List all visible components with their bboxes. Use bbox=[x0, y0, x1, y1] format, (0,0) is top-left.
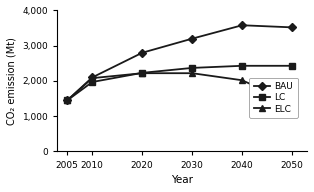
Line: LC: LC bbox=[64, 63, 295, 103]
BAU bbox=[140, 52, 144, 54]
LC bbox=[140, 72, 144, 74]
X-axis label: Year: Year bbox=[171, 175, 193, 185]
LC bbox=[240, 65, 244, 67]
LC bbox=[290, 65, 294, 67]
Legend: BAU, LC, ELC: BAU, LC, ELC bbox=[249, 78, 298, 118]
Line: BAU: BAU bbox=[64, 22, 295, 103]
Line: ELC: ELC bbox=[64, 70, 295, 106]
LC bbox=[190, 67, 194, 69]
ELC bbox=[65, 99, 69, 102]
Y-axis label: CO₂ emission (Mt): CO₂ emission (Mt) bbox=[7, 37, 17, 125]
BAU bbox=[290, 26, 294, 29]
LC bbox=[90, 81, 94, 83]
BAU bbox=[240, 24, 244, 26]
LC bbox=[65, 99, 69, 102]
ELC bbox=[190, 72, 194, 74]
BAU bbox=[65, 99, 69, 102]
BAU bbox=[190, 37, 194, 40]
ELC bbox=[240, 79, 244, 81]
ELC bbox=[290, 102, 294, 104]
ELC bbox=[90, 77, 94, 79]
BAU bbox=[90, 76, 94, 79]
ELC bbox=[140, 72, 144, 74]
